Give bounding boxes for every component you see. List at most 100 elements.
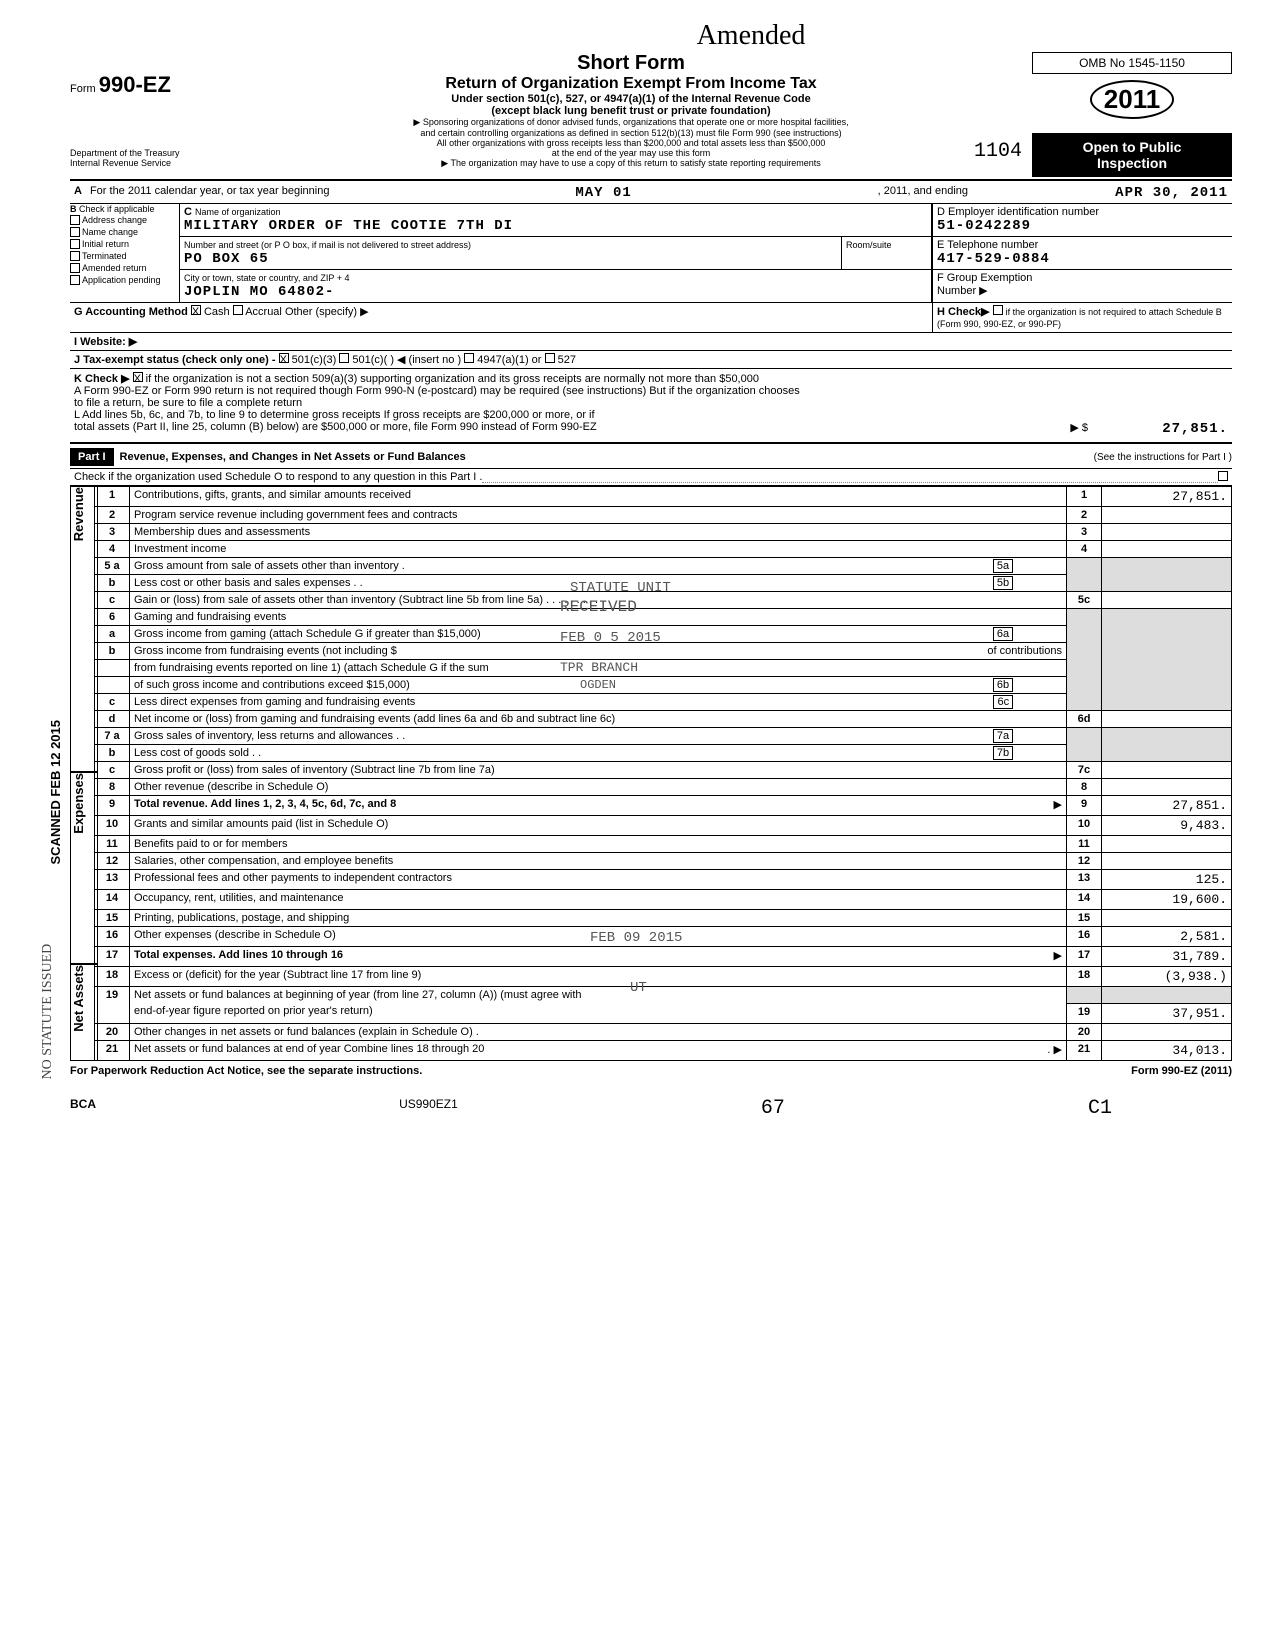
- line-7b-text: Less cost of goods sold . .: [134, 747, 261, 759]
- line-3-box: 3: [1067, 524, 1102, 541]
- checkbox-501c[interactable]: [339, 353, 349, 363]
- line-17-num: 17: [95, 947, 130, 967]
- label-e: E Telephone number: [937, 239, 1038, 251]
- open-public-2: Inspection: [1038, 155, 1226, 171]
- line-20-box: 20: [1067, 1023, 1102, 1040]
- check-if: Check if applicable: [79, 204, 155, 214]
- j-527: 527: [558, 354, 576, 366]
- checkbox-527[interactable]: [545, 353, 555, 363]
- line-21-box: 21: [1067, 1040, 1102, 1060]
- line-10-num: 10: [95, 816, 130, 836]
- l-amount: 27,851.: [1088, 421, 1228, 437]
- stamp-statute: STATUTE UNIT: [570, 580, 671, 596]
- l-text1: L Add lines 5b, 6c, and 7b, to line 9 to…: [74, 409, 595, 421]
- line-9-text: Total revenue. Add lines 1, 2, 3, 4, 5c,…: [134, 798, 396, 810]
- begin-date: MAY 01: [333, 183, 873, 203]
- line-2-box: 2: [1067, 507, 1102, 524]
- lines-table: 1 Contributions, gifts, grants, and simi…: [94, 486, 1232, 1061]
- checkbox-h[interactable]: [993, 305, 1003, 315]
- checkbox-terminated[interactable]: [70, 251, 80, 261]
- line-10-text: Grants and similar amounts paid (list in…: [130, 816, 1067, 836]
- org-name: MILITARY ORDER OF THE COOTIE 7TH DI: [184, 218, 513, 234]
- form-number: 990-EZ: [99, 72, 171, 97]
- name-change: Name change: [82, 227, 138, 237]
- line-19-num: 19: [95, 987, 130, 1024]
- amended-handwriting: Amended: [270, 20, 1232, 52]
- omb-number: OMB No 1545-1150: [1032, 52, 1232, 74]
- line-1-num: 1: [95, 487, 130, 507]
- checkbox-schedule-o[interactable]: [1218, 471, 1228, 481]
- line-2-val: [1102, 507, 1232, 524]
- checkbox-pending[interactable]: [70, 275, 80, 285]
- checkbox-initial[interactable]: [70, 239, 80, 249]
- line-1-text: Contributions, gifts, grants, and simila…: [130, 487, 1067, 507]
- checkbox-k[interactable]: X: [133, 372, 143, 382]
- line-8-text: Other revenue (describe in Schedule O): [130, 779, 1067, 796]
- terminated: Terminated: [82, 251, 127, 261]
- line-13-text: Professional fees and other payments to …: [130, 870, 1067, 890]
- line-5c-val: [1102, 592, 1232, 609]
- line-6b-box: 6b: [993, 678, 1013, 692]
- checkbox-cash[interactable]: X: [191, 305, 201, 315]
- checkbox-501c3[interactable]: X: [279, 353, 289, 363]
- initial-return: Initial return: [82, 239, 129, 249]
- line-3-num: 3: [95, 524, 130, 541]
- line-14-box: 14: [1067, 890, 1102, 910]
- hw-code: 1104: [974, 140, 1022, 163]
- checkbox-accrual[interactable]: [233, 305, 243, 315]
- line-3-val: [1102, 524, 1232, 541]
- part1-note: (See the instructions for Part I ): [1094, 452, 1232, 463]
- phone: 417-529-0884: [937, 251, 1050, 267]
- side-net-assets: Net Assets: [71, 965, 86, 1032]
- line-7c-text: Gross profit or (loss) from sales of inv…: [130, 762, 1067, 779]
- line-9-val: 27,851.: [1102, 796, 1232, 816]
- checkbox-amended[interactable]: [70, 263, 80, 273]
- line-18-box: 18: [1067, 967, 1102, 987]
- line-12-text: Salaries, other compensation, and employ…: [130, 853, 1067, 870]
- form-reference: Form 990-EZ (2011): [1131, 1065, 1232, 1077]
- line-6-num: 6: [95, 609, 130, 626]
- line-10-box: 10: [1067, 816, 1102, 836]
- l-text2: total assets (Part II, line 25, column (…: [74, 421, 597, 437]
- part1-label: Part I: [70, 448, 114, 466]
- address-change: Address change: [82, 215, 147, 225]
- bca: BCA: [70, 1097, 96, 1120]
- label-a: A: [70, 183, 86, 203]
- label-j: J Tax-exempt status (check only one) -: [74, 354, 276, 366]
- k-text2: A Form 990-EZ or Form 990 return is not …: [74, 385, 800, 397]
- org-address: PO BOX 65: [184, 251, 269, 267]
- amended-return: Amended return: [82, 263, 147, 273]
- margin-handwriting: NO STATUTE ISSUED: [40, 20, 70, 1120]
- footer-hw1: 67: [761, 1097, 785, 1120]
- application-pending: Application pending: [82, 275, 161, 285]
- sponsor-line-4: at the end of the year may use this form: [230, 148, 1032, 158]
- line-16-box: 16: [1067, 927, 1102, 947]
- line-5b-box: 5b: [993, 576, 1013, 590]
- checkbox-name[interactable]: [70, 227, 80, 237]
- stamp-ogden: OGDEN: [580, 678, 616, 692]
- line-3-text: Membership dues and assessments: [130, 524, 1067, 541]
- cash-label: Cash: [204, 306, 230, 318]
- line-6b1-text: Gross income from fundraising events (no…: [134, 645, 397, 657]
- k-text1: if the organization is not a section 509…: [146, 373, 759, 385]
- line-7c-val: [1102, 762, 1232, 779]
- checkbox-4947[interactable]: [464, 353, 474, 363]
- paperwork-notice: For Paperwork Reduction Act Notice, see …: [70, 1065, 422, 1077]
- line-10-val: 9,483.: [1102, 816, 1232, 836]
- stamp-feb2: FEB 09 2015: [590, 930, 682, 946]
- line-17-val: 31,789.: [1102, 947, 1232, 967]
- j-501c: 501(c)(: [352, 354, 387, 366]
- label-d: D Employer identification number: [937, 206, 1099, 218]
- checkbox-address[interactable]: [70, 215, 80, 225]
- footer-hw2: C1: [1088, 1097, 1112, 1120]
- line-5a-num: 5 a: [95, 558, 130, 575]
- line-11-text: Benefits paid to or for members: [130, 836, 1067, 853]
- line-21-num: 21: [95, 1040, 130, 1060]
- line-6d-val: [1102, 711, 1232, 728]
- line-8-box: 8: [1067, 779, 1102, 796]
- line-7c-box: 7c: [1067, 762, 1102, 779]
- line-14-val: 19,600.: [1102, 890, 1232, 910]
- line-18-num: 18: [95, 967, 130, 987]
- line-9-box: 9: [1067, 796, 1102, 816]
- line-19-val: 37,951.: [1102, 1003, 1232, 1023]
